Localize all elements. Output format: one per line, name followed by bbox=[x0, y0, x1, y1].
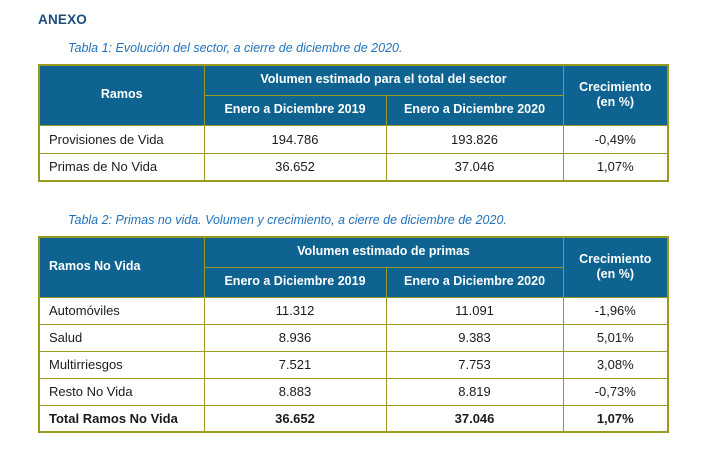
value-2020: 9.383 bbox=[385, 323, 564, 352]
growth-value: -0,49% bbox=[562, 124, 669, 154]
table2-header-group: Volumen estimado de primas bbox=[203, 236, 564, 268]
table-total-row: Total Ramos No Vida 36.652 37.046 1,07% bbox=[38, 404, 669, 433]
value-2019: 11.312 bbox=[203, 296, 387, 325]
table1-header-row-1: Ramos Volumen estimado para el total del… bbox=[38, 64, 669, 126]
value-2019: 8.883 bbox=[203, 377, 387, 406]
table-row: Provisiones de Vida 194.786 193.826 -0,4… bbox=[38, 124, 669, 154]
row-label: Multirriesgos bbox=[38, 350, 205, 379]
row-label: Automóviles bbox=[38, 296, 205, 325]
table-row: Salud 8.936 9.383 5,01% bbox=[38, 323, 669, 352]
table-sector-evolution: Ramos Volumen estimado para el total del… bbox=[38, 64, 669, 182]
value-2019: 7.521 bbox=[203, 350, 387, 379]
table2-header-ramos: Ramos No Vida bbox=[38, 236, 205, 298]
table-row: Resto No Vida 8.883 8.819 -0,73% bbox=[38, 377, 669, 406]
growth-value: 1,07% bbox=[562, 152, 669, 182]
growth-value: 1,07% bbox=[562, 404, 669, 433]
table1-caption: Tabla 1: Evolución del sector, a cierre … bbox=[68, 41, 403, 55]
table2-header-2019: Enero a Diciembre 2019 bbox=[203, 266, 387, 298]
table-row: Primas de No Vida 36.652 37.046 1,07% bbox=[38, 152, 669, 182]
table1-header-2019: Enero a Diciembre 2019 bbox=[203, 94, 387, 126]
table1-header-group: Volumen estimado para el total del secto… bbox=[203, 64, 564, 96]
row-label: Provisiones de Vida bbox=[38, 124, 205, 154]
value-2020: 8.819 bbox=[385, 377, 564, 406]
table2-header-row-1: Ramos No Vida Volumen estimado de primas… bbox=[38, 236, 669, 298]
value-2020: 37.046 bbox=[385, 152, 564, 182]
row-label: Salud bbox=[38, 323, 205, 352]
row-label: Primas de No Vida bbox=[38, 152, 205, 182]
value-2020: 7.753 bbox=[385, 350, 564, 379]
growth-value: -1,96% bbox=[562, 296, 669, 325]
table-row: Automóviles 11.312 11.091 -1,96% bbox=[38, 296, 669, 325]
table1-header-row-2: Enero a Diciembre 2019 Enero a Diciembre… bbox=[39, 94, 668, 126]
value-2019: 8.936 bbox=[203, 323, 387, 352]
page-title: ANEXO bbox=[38, 12, 88, 27]
table1-header-growth: Crecimiento (en %) bbox=[562, 64, 669, 126]
value-2019: 36.652 bbox=[203, 404, 387, 433]
table1-header-2020: Enero a Diciembre 2020 bbox=[385, 94, 564, 126]
value-2020: 193.826 bbox=[385, 124, 564, 154]
table-nonlife-premiums: Ramos No Vida Volumen estimado de primas… bbox=[38, 236, 670, 433]
table-row: Multirriesgos 7.521 7.753 3,08% bbox=[38, 350, 669, 379]
value-2019: 194.786 bbox=[203, 124, 387, 154]
table2-header-2020: Enero a Diciembre 2020 bbox=[385, 266, 564, 298]
growth-value: 3,08% bbox=[562, 350, 669, 379]
table2-header-growth: Crecimiento (en %) bbox=[562, 236, 669, 298]
value-2020: 11.091 bbox=[385, 296, 564, 325]
row-label: Total Ramos No Vida bbox=[38, 404, 205, 433]
table1-header-ramos: Ramos bbox=[38, 64, 205, 126]
table2-caption: Tabla 2: Primas no vida. Volumen y creci… bbox=[68, 213, 507, 227]
value-2020: 37.046 bbox=[385, 404, 564, 433]
value-2019: 36.652 bbox=[203, 152, 387, 182]
growth-value: 5,01% bbox=[562, 323, 669, 352]
row-label: Resto No Vida bbox=[38, 377, 205, 406]
growth-value: -0,73% bbox=[562, 377, 669, 406]
